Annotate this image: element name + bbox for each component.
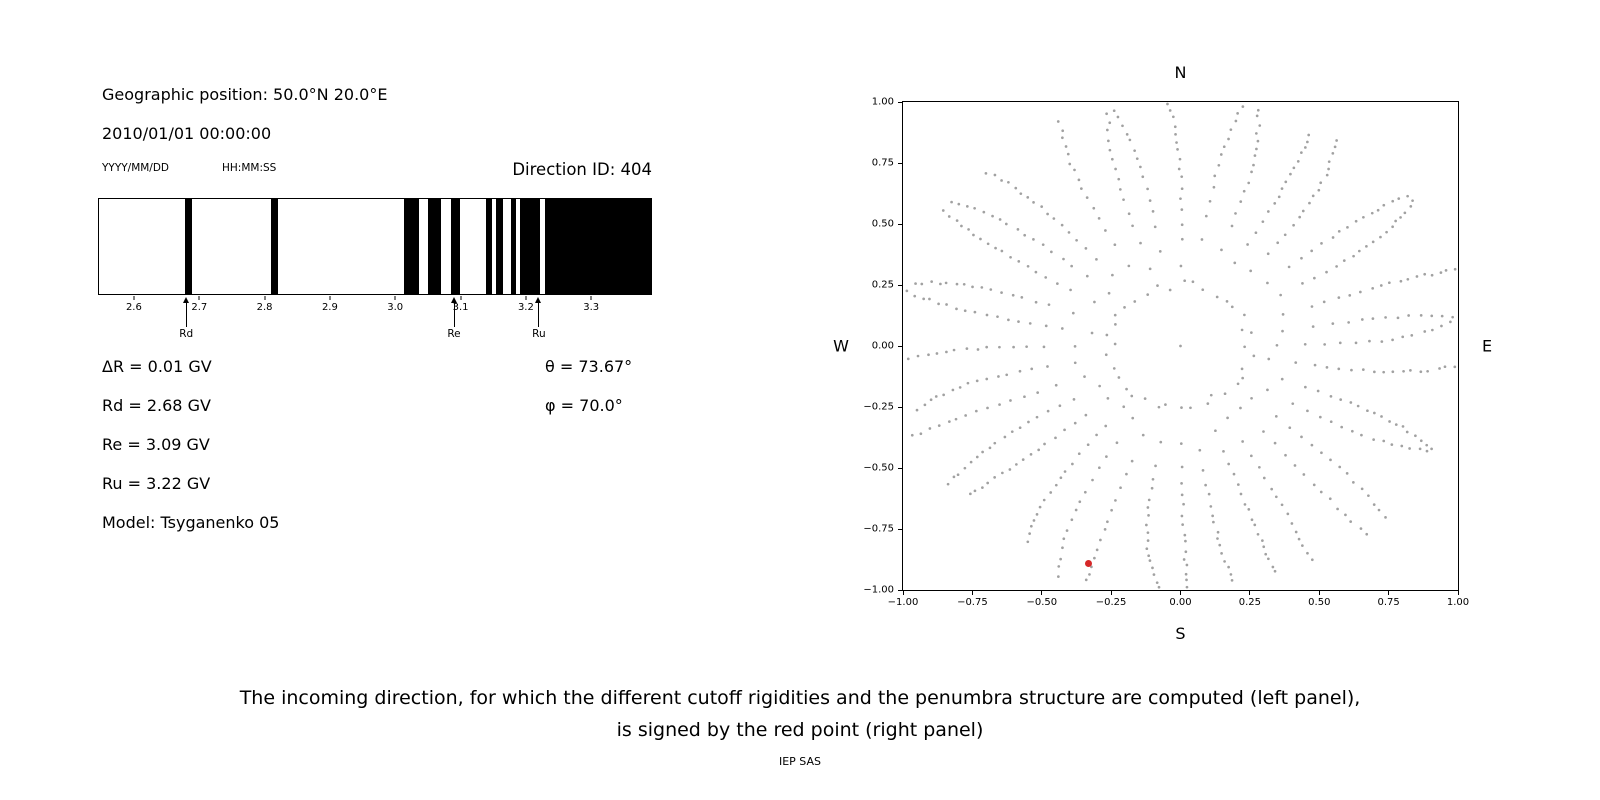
x-tick-mark [1110,590,1112,595]
rigidity-tick-label: 3.1 [452,302,469,313]
caption-line-1: The incoming direction, for which the di… [239,687,1361,709]
datetime-text: 2010/01/01 00:00:00 [102,124,272,143]
rigidity-tick-label: 3.0 [387,302,404,313]
rigidity-tick-label: 2.9 [321,302,338,313]
penumbra-band [520,199,540,294]
x-tick-mark [1318,590,1320,595]
arrow-up-icon [450,297,457,303]
rigidity-tick-mark [394,296,396,300]
arrow-up-shaft [453,302,455,327]
x-tick-label: 0.50 [1308,597,1331,608]
caption-line-2: is signed by the red point (right panel) [616,719,984,741]
y-tick-mark [898,467,903,469]
rigidity-tick-label: 2.6 [125,302,142,313]
y-tick-mark [898,101,903,103]
compass-west-label: W [833,336,849,356]
y-tick-mark [898,223,903,225]
y-tick-mark [898,406,903,408]
penumbra-strip [98,198,652,295]
arrow-up-icon [182,297,189,303]
x-tick-label: −1.00 [887,597,919,608]
x-tick-mark [1457,590,1459,595]
y-tick-label: −0.75 [863,523,894,535]
date-format-label: YYYY/MM/DD [102,162,170,174]
y-tick-mark [898,162,903,164]
re-value: Re = 3.09 GV [102,435,210,454]
penumbra-band [184,199,192,294]
x-tick-mark [1180,590,1181,595]
rigidity-tick-mark [133,296,135,300]
ru-value: Ru = 3.22 GV [102,474,211,493]
rigidity-tick-label: 2.8 [256,302,273,313]
arrow-up-icon [535,297,542,303]
x-tick-mark [902,590,904,595]
x-tick-mark [1041,590,1043,595]
geographic-position-text: Geographic position: 50.0°N 20.0°E [102,85,388,104]
phi-value: φ = 70.0° [545,396,623,415]
selected-direction-point [1085,559,1093,567]
cutoff-marker-label: Rd [179,328,194,340]
delta-r-value: ΔR = 0.01 GV [102,357,212,376]
penumbra-band [404,199,420,294]
direction-plot: N S W E 1.00 0.75 0.50 0.25 0.00 −0.25 −0.50 −0… [833,63,1492,643]
y-tick-label: −1.00 [863,584,894,596]
direction-id-label: Direction ID: 404 [512,160,652,179]
model-label: Model: Tsyganenko 05 [102,513,280,532]
theta-value: θ = 73.67° [545,357,633,376]
rigidity-tick-label: 3.2 [517,302,534,313]
y-tick-label: −0.25 [863,401,894,413]
compass-north-label: N [1174,63,1187,82]
x-tick-label: −0.75 [957,597,988,608]
x-tick-mark [1388,590,1390,595]
y-tick-mark [898,528,903,530]
rd-value: Rd = 2.68 GV [102,396,211,415]
y-tick-mark [898,589,903,591]
penumbra-band [544,199,651,294]
x-tick-mark [971,590,973,595]
rigidity-tick-mark [198,296,200,300]
arrow-up-shaft [185,302,187,327]
rigidity-tick-label: 3.3 [583,302,600,313]
x-tick-label: −0.50 [1026,597,1058,608]
x-tick-label: 1.00 [1446,597,1470,608]
penumbra-band [486,199,492,294]
y-tick-label: 0.00 [871,340,894,352]
direction-scatter-canvas [903,102,1458,590]
x-tick-label: 0.75 [1377,597,1400,608]
x-tick-label: −0.25 [1095,597,1127,608]
y-tick-label: 0.75 [871,157,894,169]
y-tick-label: −0.50 [863,462,894,474]
compass-south-label: S [1175,624,1186,643]
rigidity-tick-mark [590,296,592,300]
arrow-up-shaft [538,302,540,327]
credit-text: IEP SAS [778,755,822,768]
x-tick-label: 0.00 [1169,597,1192,608]
y-tick-mark [898,345,903,347]
x-tick-label: 0.25 [1238,597,1262,608]
penumbra-band [270,199,278,294]
rigidity-tick-mark [264,296,266,300]
rigidity-tick-mark [525,296,527,300]
penumbra-band [510,199,516,294]
cutoff-marker-label: Ru [532,328,546,340]
cutoff-marker-label: Re [447,328,461,340]
rigidity-tick-mark [460,296,462,300]
y-tick-label: 0.25 [871,279,894,291]
x-tick-mark [1249,590,1251,595]
y-tick-label: 1.00 [871,96,894,108]
penumbra-axis: 2.6 2.7 2.8 2.9 3.0 3.1 3.2 3.3 Rd Re Ru [98,296,652,348]
penumbra-band [496,199,504,294]
rigidity-tick-label: 2.7 [191,302,208,313]
y-tick-mark [898,284,903,286]
rigidity-tick-mark [329,296,331,300]
y-tick-label: 0.50 [871,218,894,230]
time-format-label: HH:MM:SS [222,162,277,174]
compass-east-label: E [1481,336,1493,356]
penumbra-band [451,199,460,294]
penumbra-band [428,199,441,294]
